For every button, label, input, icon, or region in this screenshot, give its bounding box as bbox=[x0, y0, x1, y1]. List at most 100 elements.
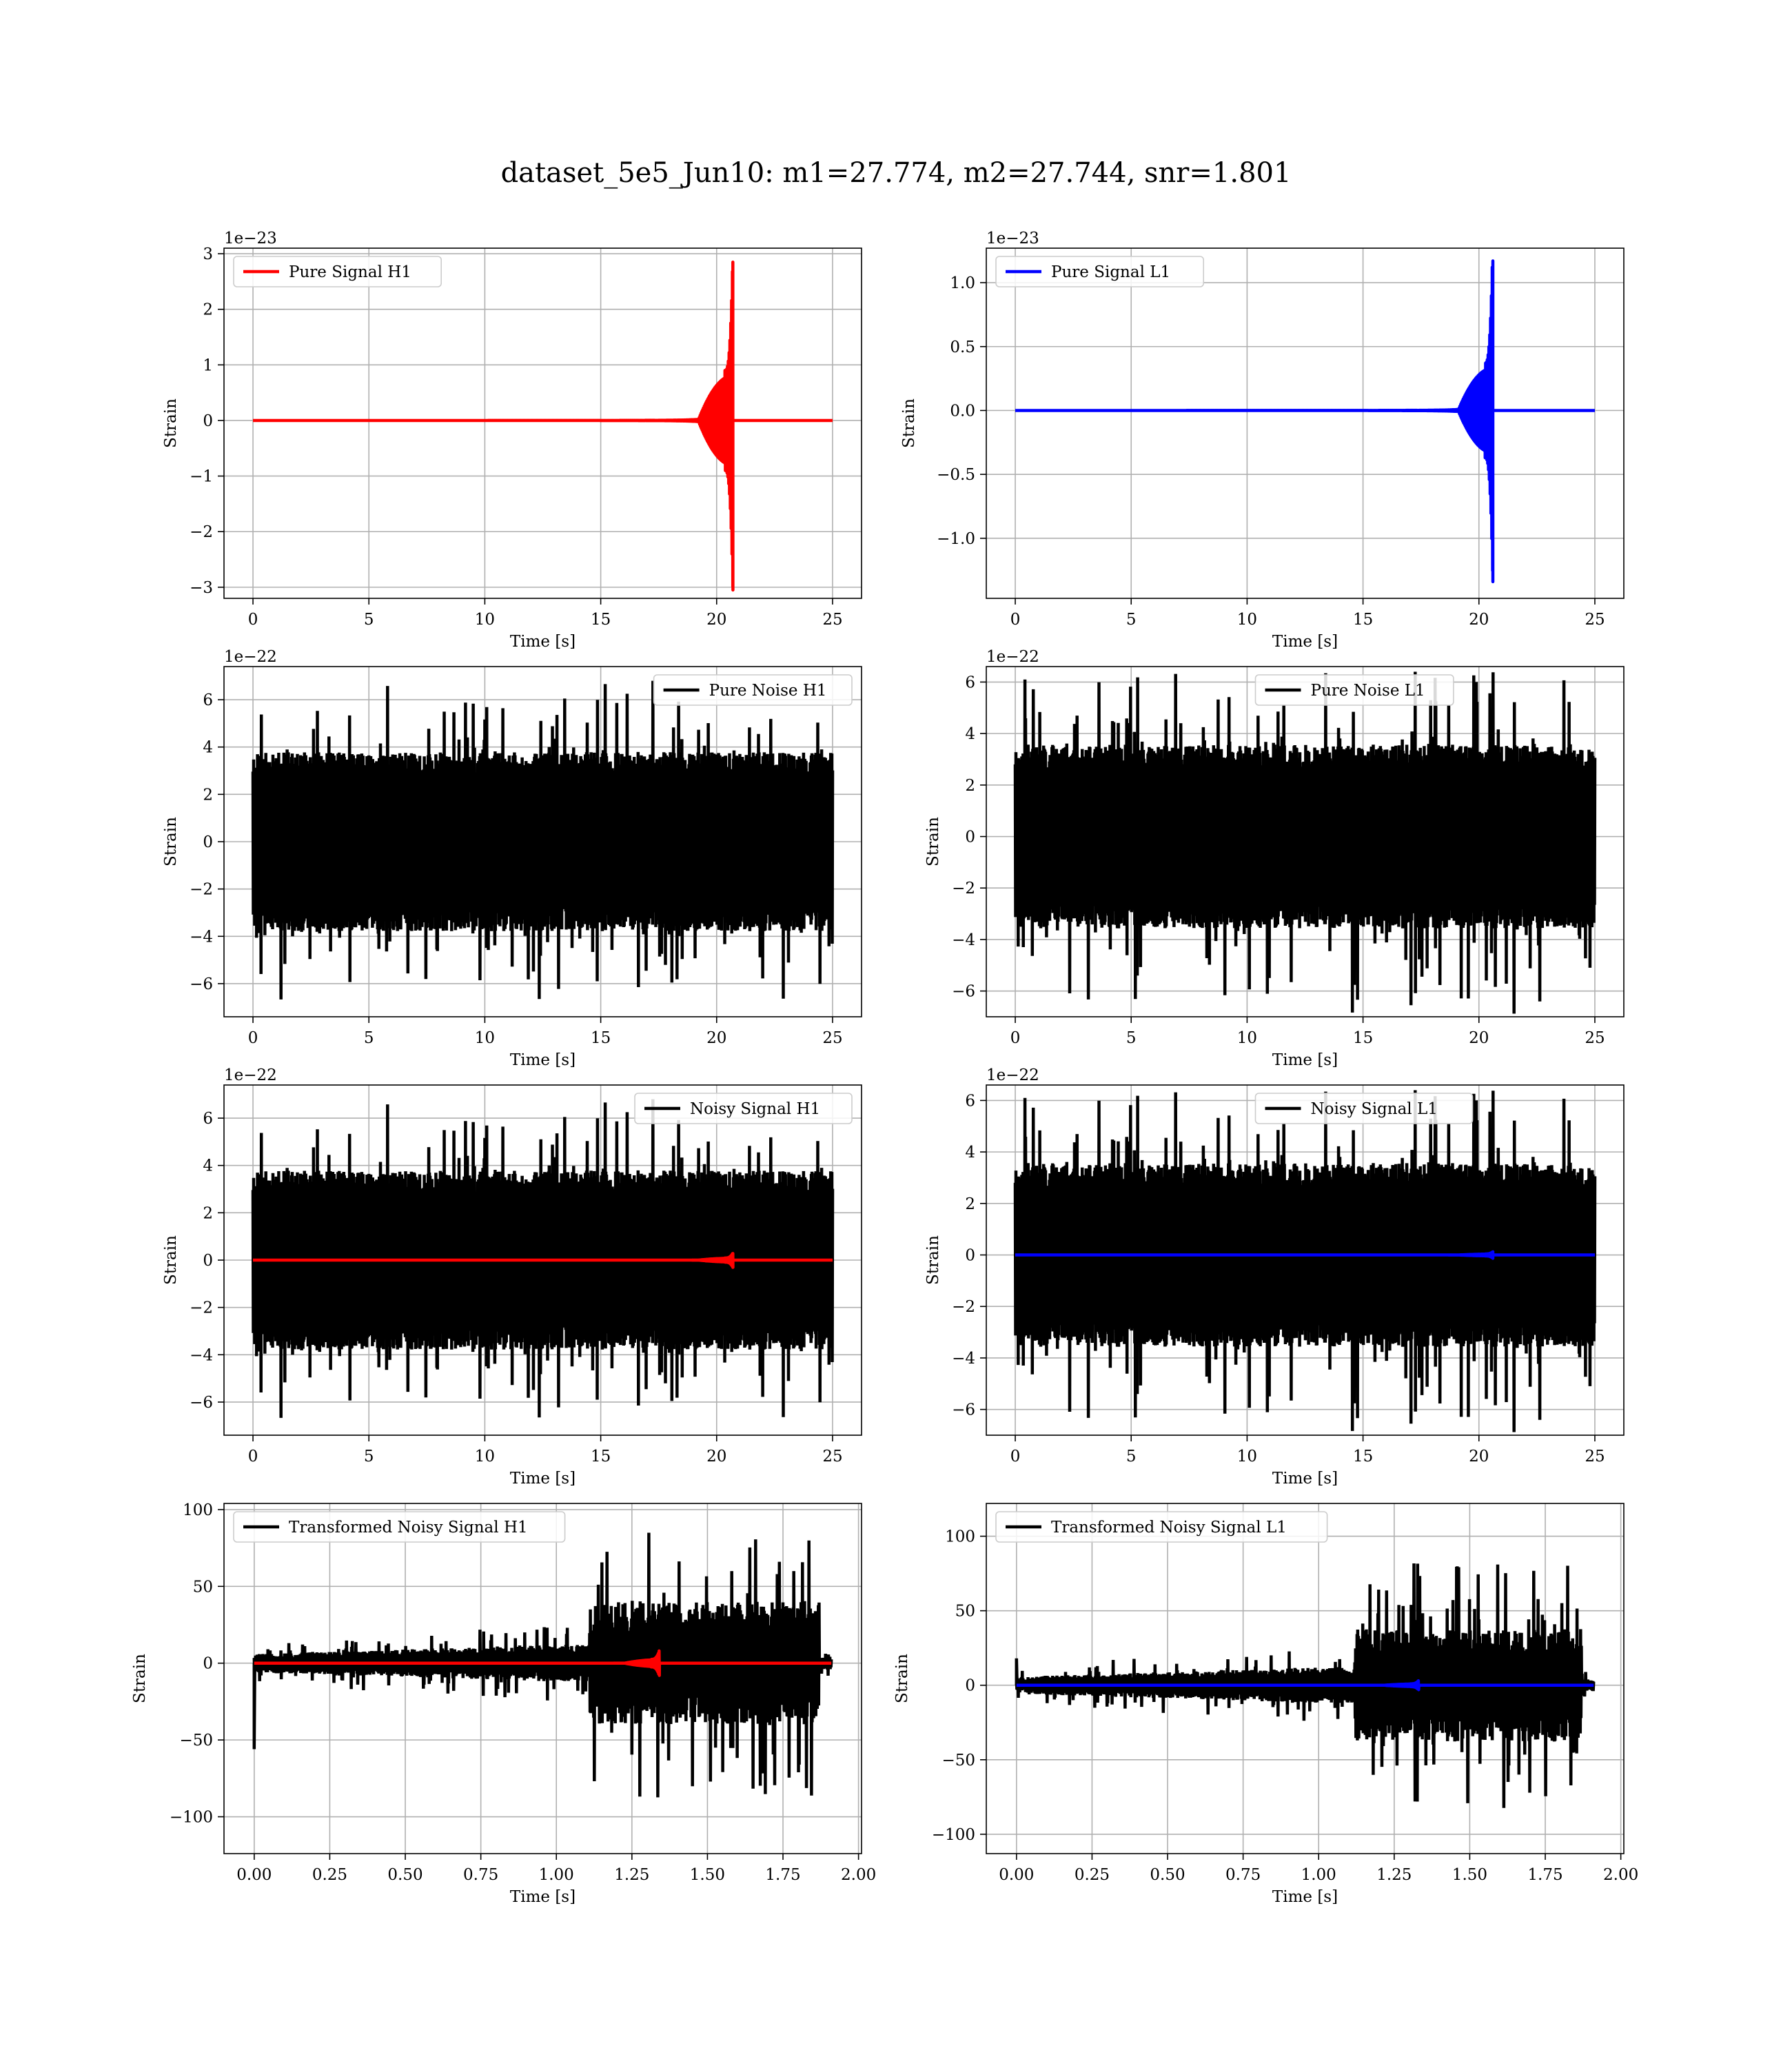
y-tick-label: −6 bbox=[952, 983, 975, 1001]
axes-frame bbox=[223, 1503, 862, 1854]
y-tick-label: −4 bbox=[952, 1350, 975, 1368]
plot-area bbox=[252, 1532, 833, 1798]
series-line-overlay-1 bbox=[1014, 1250, 1596, 1260]
legend: Noisy Signal L1 bbox=[1254, 1093, 1474, 1124]
x-axis-label: Time [s] bbox=[510, 1051, 576, 1069]
y-tick-label: 4 bbox=[203, 739, 213, 757]
series-line-pure-signal-l1 bbox=[1014, 259, 1596, 584]
x-tick-label: 2.00 bbox=[841, 1866, 876, 1884]
y-tick-label: −50 bbox=[941, 1752, 975, 1770]
x-tick-label: 0 bbox=[1010, 1029, 1021, 1047]
legend: Pure Noise L1 bbox=[1254, 674, 1454, 706]
x-tick-label: 1.75 bbox=[1527, 1866, 1562, 1884]
x-tick-label: 5 bbox=[1126, 1029, 1137, 1047]
y-tick-label: −6 bbox=[190, 975, 213, 993]
series-line-overlay-1 bbox=[252, 1252, 834, 1269]
legend-box bbox=[233, 256, 442, 287]
y-tick-label: −4 bbox=[190, 1346, 213, 1364]
x-tick-label: 25 bbox=[822, 1448, 842, 1466]
subplot-transformed-noisy-signal-h1: 0.00 0.25 0.50 0.75 1.00 1.25 1.50 1.75 2.00 −100… bbox=[131, 1501, 876, 1906]
x-tick-label: 0.00 bbox=[236, 1866, 272, 1884]
y-tick-label: 2 bbox=[965, 777, 975, 795]
x-tick-label: 15 bbox=[1353, 1448, 1373, 1466]
x-tick-label: 25 bbox=[1585, 1029, 1605, 1047]
offset-label: 1e−22 bbox=[224, 648, 277, 666]
legend-box bbox=[1254, 674, 1454, 706]
y-tick-label: 4 bbox=[203, 1157, 213, 1175]
x-tick-label: 5 bbox=[364, 1448, 374, 1466]
x-tick-label: 15 bbox=[591, 611, 611, 629]
series-line-noisy-signal-h1 bbox=[251, 1099, 835, 1418]
y-tick-label: −100 bbox=[170, 1809, 213, 1827]
x-axis-label: Time [s] bbox=[1272, 1470, 1338, 1488]
x-tick-label: 0 bbox=[248, 1448, 258, 1466]
y-tick-label: 6 bbox=[965, 673, 975, 691]
x-tick-label: 15 bbox=[591, 1029, 611, 1047]
y-tick-label: −1.0 bbox=[937, 530, 975, 548]
x-tick-label: 10 bbox=[1237, 611, 1257, 629]
y-tick-label: 50 bbox=[955, 1603, 975, 1621]
y-tick-label: 3 bbox=[203, 245, 213, 263]
x-tick-label: 20 bbox=[706, 1448, 726, 1466]
y-tick-label: 1.0 bbox=[950, 274, 975, 292]
x-tick-label: 1.50 bbox=[690, 1866, 725, 1884]
y-tick-label: −1 bbox=[190, 468, 213, 486]
offset-label: 1e−22 bbox=[986, 648, 1039, 666]
x-axis-label: Time [s] bbox=[1272, 633, 1338, 651]
legend: Pure Noise H1 bbox=[653, 674, 853, 706]
axes-frame bbox=[986, 1503, 1625, 1854]
legend-label: Pure Signal H1 bbox=[289, 263, 411, 281]
x-tick-label: 15 bbox=[1353, 611, 1373, 629]
y-tick-label: 100 bbox=[183, 1501, 213, 1519]
axes-frame bbox=[986, 1084, 1625, 1436]
y-tick-label: 6 bbox=[965, 1092, 975, 1110]
x-tick-label: 1.00 bbox=[1301, 1866, 1336, 1884]
x-tick-label: 20 bbox=[1469, 1029, 1489, 1047]
x-tick-label: 0 bbox=[248, 1029, 258, 1047]
subplot-pure-signal-h1: 0 5 10 15 20 25 −3 −2 −1 0 1 2 3 Time [s] Strain 1e−23 P… bbox=[162, 230, 862, 651]
x-tick-label: 20 bbox=[706, 611, 726, 629]
y-tick-label: 4 bbox=[965, 725, 975, 743]
y-axis-label: Strain bbox=[131, 1654, 149, 1703]
x-tick-label: 0.25 bbox=[1075, 1866, 1110, 1884]
legend-box bbox=[233, 1511, 566, 1543]
legend: Transformed Noisy Signal L1 bbox=[995, 1511, 1328, 1543]
x-tick-label: 10 bbox=[475, 1448, 495, 1466]
subplot-pure-noise-h1: 0 5 10 15 20 25 −6 −4 −2 0 2 4 6 Time [s] Strain 1e−22 P… bbox=[162, 648, 862, 1069]
x-tick-label: 1.25 bbox=[614, 1866, 649, 1884]
legend: Pure Signal L1 bbox=[995, 256, 1205, 287]
y-tick-label: 4 bbox=[965, 1144, 975, 1162]
y-axis-label: Strain bbox=[900, 398, 918, 448]
y-tick-label: 6 bbox=[203, 1110, 213, 1128]
x-tick-label: 0.25 bbox=[312, 1866, 347, 1884]
y-axis-label: Strain bbox=[162, 1235, 180, 1285]
plot-area bbox=[252, 260, 834, 592]
subplot-noisy-signal-h1: 0 5 10 15 20 25 −6 −4 −2 0 2 4 6 Time [s] Strain 1e−22 N… bbox=[162, 1066, 862, 1488]
x-axis-label: Time [s] bbox=[1272, 1051, 1338, 1069]
x-tick-label: 5 bbox=[1126, 611, 1137, 629]
x-tick-label: 20 bbox=[706, 1029, 726, 1047]
legend-label: Pure Signal L1 bbox=[1051, 263, 1170, 281]
x-tick-label: 25 bbox=[822, 1029, 842, 1047]
series-line-transformed-noisy-signal-h1 bbox=[252, 1532, 833, 1798]
x-tick-label: 10 bbox=[1237, 1448, 1257, 1466]
x-tick-label: 25 bbox=[1585, 1448, 1605, 1466]
subplot-pure-noise-l1: 0 5 10 15 20 25 −6 −4 −2 0 2 4 6 Time [s] Strain 1e−22 P… bbox=[924, 648, 1625, 1069]
y-tick-label: 0.0 bbox=[950, 402, 975, 420]
y-axis-label: Strain bbox=[162, 817, 180, 866]
legend-box bbox=[634, 1093, 853, 1124]
y-axis-label: Strain bbox=[162, 398, 180, 448]
subplot-transformed-noisy-signal-l1: 0.00 0.25 0.50 0.75 1.00 1.25 1.50 1.75 2.00 −100… bbox=[893, 1503, 1638, 1906]
axes-frame bbox=[223, 247, 862, 599]
x-tick-label: 10 bbox=[475, 611, 495, 629]
y-tick-label: 2 bbox=[203, 301, 213, 319]
y-tick-label: −6 bbox=[952, 1401, 975, 1419]
axes-frame bbox=[986, 666, 1625, 1017]
legend-box bbox=[995, 256, 1205, 287]
y-tick-label: −2 bbox=[952, 880, 975, 898]
offset-label: 1e−22 bbox=[224, 1066, 277, 1084]
y-tick-label: 0 bbox=[203, 833, 213, 851]
offset-label: 1e−23 bbox=[986, 230, 1039, 247]
x-tick-label: 20 bbox=[1469, 1448, 1489, 1466]
x-tick-label: 0.50 bbox=[1150, 1866, 1185, 1884]
